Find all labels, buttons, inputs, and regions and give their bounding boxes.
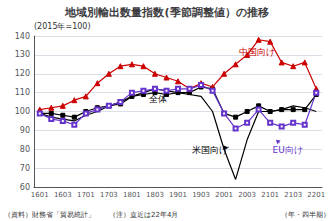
svg-text:2101: 2101 [261, 191, 279, 199]
svg-text:1703: 1703 [100, 191, 118, 199]
svg-text:2103: 2103 [284, 191, 302, 199]
svg-text:中国向け: 中国向け [239, 47, 275, 57]
svg-text:米国向け: 米国向け [192, 145, 228, 155]
svg-text:地域別輸出数量指数(季節調整値）の推移: 地域別輸出数量指数(季節調整値）の推移 [64, 6, 268, 19]
svg-text:1701: 1701 [77, 191, 95, 199]
svg-text:1801: 1801 [123, 191, 141, 199]
svg-text:1903: 1903 [192, 191, 210, 199]
svg-text:2003: 2003 [238, 191, 256, 199]
svg-text:140: 140 [15, 32, 30, 41]
svg-text:1803: 1803 [146, 191, 164, 199]
svg-text:70: 70 [20, 164, 30, 173]
svg-text:60: 60 [20, 183, 30, 192]
svg-text:（資料）財務省「貿易統計」 （注）直近は22年4月: （資料）財務省「貿易統計」 （注）直近は22年4月 [4, 211, 178, 219]
svg-text:1601: 1601 [31, 191, 49, 199]
svg-text:90: 90 [20, 126, 30, 135]
svg-text:80: 80 [20, 145, 30, 154]
svg-text:2201: 2201 [307, 191, 325, 199]
svg-text:2001: 2001 [215, 191, 233, 199]
svg-text:130: 130 [15, 50, 30, 59]
svg-text:(2015年=100): (2015年=100) [34, 22, 91, 31]
svg-text:全体: 全体 [149, 94, 167, 104]
svg-text:EU向け: EU向け [272, 145, 302, 155]
svg-text:100: 100 [15, 107, 30, 116]
svg-text:110: 110 [15, 88, 30, 97]
svg-text:（年・四半期）: （年・四半期） [281, 211, 330, 219]
svg-text:1603: 1603 [54, 191, 72, 199]
svg-text:120: 120 [15, 69, 30, 78]
svg-text:1901: 1901 [169, 191, 187, 199]
